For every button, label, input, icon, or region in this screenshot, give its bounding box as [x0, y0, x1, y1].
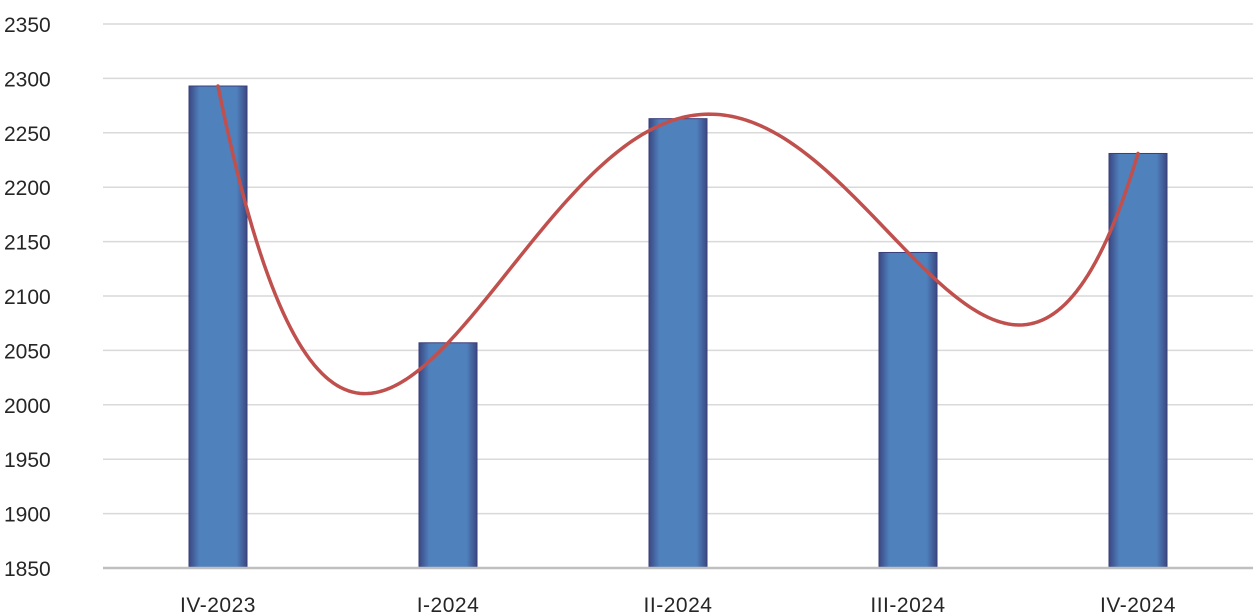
y-tick-label: 2050 [4, 340, 51, 363]
trendline [216, 84, 1140, 396]
x-axis-labels: IV-2023 I-2024 II-2024 III-2024 IV-2024 [180, 594, 1176, 613]
bar [878, 251, 938, 569]
bars [188, 85, 1168, 569]
bar [188, 85, 248, 569]
y-tick-label: 2150 [4, 232, 51, 255]
y-tick-label: 1900 [4, 504, 51, 527]
bar [648, 118, 708, 569]
x-tick-label: II-2024 [644, 594, 713, 613]
y-tick-label: 1950 [4, 449, 51, 472]
x-tick-label: IV-2023 [180, 594, 256, 613]
y-tick-label: 2350 [4, 14, 51, 37]
y-tick-label: 1850 [4, 558, 51, 581]
y-tick-label: 2000 [4, 395, 51, 418]
y-tick-label: 2250 [4, 123, 51, 146]
bar [418, 342, 478, 569]
y-axis-labels: 1850 1900 1950 2000 2050 2100 2150 2200 2250 2300… [4, 14, 51, 581]
y-tick-label: 2300 [4, 68, 51, 91]
x-tick-label: III-2024 [870, 594, 945, 613]
trendline-group [216, 84, 1140, 396]
x-tick-label: I-2024 [417, 594, 480, 613]
y-tick-label: 2100 [4, 286, 51, 309]
y-tick-label: 2200 [4, 177, 51, 200]
x-tick-label: IV-2024 [1100, 594, 1176, 613]
